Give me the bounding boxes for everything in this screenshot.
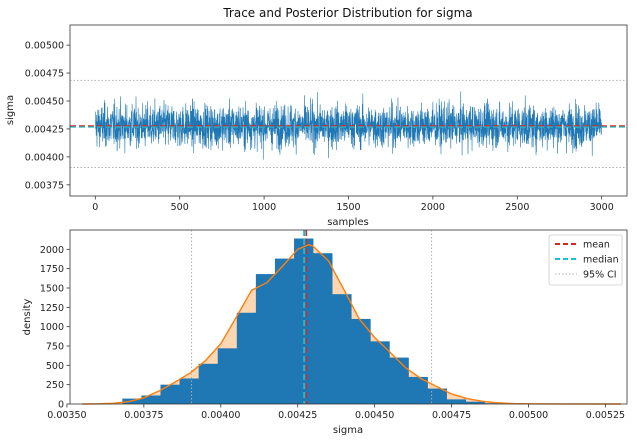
posterior-x-tick-label: 0.00475: [432, 410, 471, 421]
kde-curve: [82, 243, 621, 405]
posterior-plot-area: [82, 230, 621, 405]
trace-y-tick-label: 0.00450: [25, 97, 64, 108]
posterior-panel: 0.00350 0.00375 0.00400 0.00425 0.00450 0.004…: [22, 229, 628, 436]
posterior-y-tick-label: 2000: [40, 245, 64, 256]
posterior-y-tick-label: 500: [46, 361, 64, 372]
posterior-y-tick-label: 0: [58, 400, 64, 411]
trace-y-tick-label: 0.00500: [25, 41, 64, 52]
trace-x-label: samples: [327, 217, 369, 228]
histogram-bar: [446, 399, 467, 404]
posterior-x-tick-label: 0.00400: [201, 410, 240, 421]
posterior-y-ticks: 0 250 500 750 1000 1250 1500 1750 2000: [40, 245, 70, 411]
trace-x-tick-label: 1000: [252, 202, 276, 213]
histogram-bar: [370, 341, 390, 404]
posterior-y-tick-label: 750: [46, 342, 64, 353]
histogram-bar: [236, 312, 257, 404]
trace-x-tick-label: 3000: [590, 202, 614, 213]
trace-x-tick-label: 1500: [336, 202, 360, 213]
histogram-bar: [198, 363, 219, 404]
posterior-x-tick-label: 0.00500: [509, 410, 548, 421]
trace-x-tick-label: 0: [92, 202, 98, 213]
histogram-bar: [465, 401, 486, 404]
legend: mean median 95% CI: [548, 234, 623, 286]
trace-x-ticks: 0 500 1000 1500 2000 2500 3000: [92, 196, 614, 213]
trace-panel: Trace and Posterior Distribution for sig…: [5, 6, 628, 228]
histogram-bar: [389, 357, 409, 404]
histogram-bar: [141, 395, 161, 404]
legend-box: [548, 234, 623, 286]
posterior-x-tick-label: 0.00375: [124, 410, 163, 421]
trace-x-tick-label: 2000: [421, 202, 445, 213]
trace-title: Trace and Posterior Distribution for sig…: [222, 6, 472, 20]
posterior-x-tick-label: 0.00450: [355, 410, 394, 421]
posterior-y-tick-label: 1750: [40, 264, 64, 275]
trace-y-tick-label: 0.00425: [25, 124, 64, 135]
legend-median-label: median: [583, 255, 619, 266]
histogram-bar: [179, 378, 199, 404]
histogram-bar: [351, 318, 371, 404]
trace-x-tick-label: 500: [171, 202, 189, 213]
posterior-y-label: density: [22, 299, 33, 336]
posterior-axes-frame: [69, 229, 628, 405]
trace-y-tick-label: 0.00400: [25, 152, 64, 163]
trace-axes-frame: [69, 24, 628, 197]
histogram-bar: [217, 348, 238, 404]
posterior-y-tick-label: 250: [46, 380, 64, 391]
legend-ci-label: 95% CI: [583, 270, 617, 281]
trace-y-label: sigma: [5, 95, 16, 125]
trace-series-line: [95, 91, 602, 160]
posterior-x-tick-label: 0.00350: [47, 410, 86, 421]
posterior-x-tick-label: 0.00425: [278, 410, 317, 421]
posterior-x-tick-label: 0.00525: [586, 410, 625, 421]
posterior-y-tick-label: 1000: [40, 322, 64, 333]
posterior-y-tick-label: 1500: [40, 284, 64, 295]
histogram-bar: [332, 294, 352, 404]
trace-y-ticks: 0.00375 0.00400 0.00425 0.00450 0.00475 0.005…: [25, 41, 70, 191]
histogram-bar: [408, 376, 428, 404]
histogram-bar: [255, 274, 276, 404]
posterior-y-tick-label: 1250: [40, 303, 64, 314]
histogram-bar: [313, 253, 333, 404]
posterior-x-ticks: 0.00350 0.00375 0.00400 0.00425 0.00450 0.004…: [47, 404, 625, 421]
trace-x-tick-label: 2500: [505, 202, 529, 213]
legend-mean-label: mean: [583, 240, 610, 251]
histogram-bar: [274, 258, 295, 404]
trace-y-tick-label: 0.00375: [25, 180, 64, 191]
trace-plot-area: [70, 79, 627, 168]
trace-y-tick-label: 0.00475: [25, 69, 64, 80]
histogram-bar: [427, 388, 447, 404]
posterior-x-label: sigma: [333, 425, 363, 436]
histogram-bar: [160, 384, 180, 404]
